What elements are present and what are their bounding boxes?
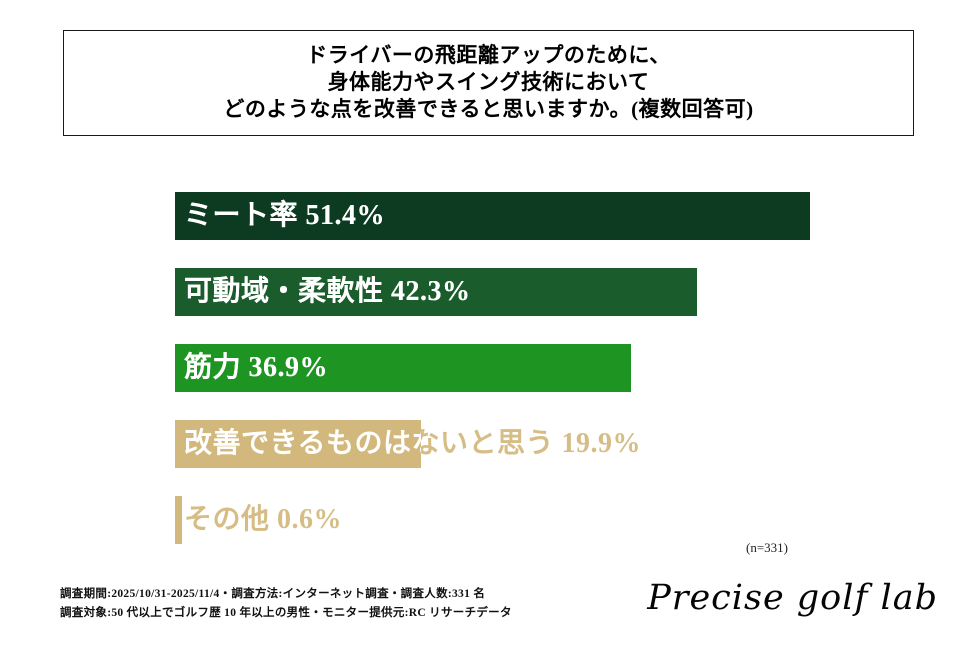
bar-label-flexibility: 可動域・柔軟性 42.3% xyxy=(184,276,471,307)
survey-question-box: ドライバーの飛距離アップのために、 身体能力やスイング技術において どのような点… xyxy=(63,30,914,136)
bar-label-meet-rate-over: ミート率 51.4% xyxy=(184,200,386,231)
bar-nothing-to-improve xyxy=(175,420,421,468)
bar-label-muscle-strength-over: 筋力 36.9% xyxy=(184,352,329,383)
bar-label-clip: 筋力 36.9% xyxy=(175,344,631,392)
bar-row-other: その他 0.6% その他 0.6% xyxy=(175,496,955,544)
bar-meet-rate xyxy=(175,192,810,240)
bar-row-nothing-to-improve: 改善できるものはないと思う 19.9% 改善できるものはないと思う 19.9% xyxy=(175,420,955,468)
bar-label-other: その他 0.6% xyxy=(184,504,343,535)
title-line-3: どのような点を改善できると思いますか。(複数回答可) xyxy=(223,97,754,121)
bar-label-flexibility-over: 可動域・柔軟性 42.3% xyxy=(184,276,471,307)
bar-label-clip: ミート率 51.4% xyxy=(175,192,810,240)
bar-row-flexibility: 可動域・柔軟性 42.3% 可動域・柔軟性 42.3% xyxy=(175,268,955,316)
bar-muscle-strength xyxy=(175,344,631,392)
bar-label-nothing-to-improve-over: 改善できるものはないと思う 19.9% xyxy=(184,428,421,459)
bar-label-nothing-to-improve: 改善できるものはないと思う 19.9% xyxy=(184,428,641,459)
bar-label-clip: その他 0.6% xyxy=(175,496,182,544)
bar-other xyxy=(175,496,182,544)
title-line-2: 身体能力やスイング技術において xyxy=(327,70,650,94)
survey-target-line: 調査対象:50 代以上でゴルフ歴 10 年以上の男性・モニター提供元:RC リサ… xyxy=(60,607,512,619)
title-line-1: ドライバーの飛距離アップのために、 xyxy=(306,43,671,67)
bar-label-clip: 可動域・柔軟性 42.3% xyxy=(175,268,697,316)
bar-label-muscle-strength: 筋力 36.9% xyxy=(184,352,329,383)
bar-row-muscle-strength: 筋力 36.9% 筋力 36.9% xyxy=(175,344,955,392)
bar-label-meet-rate: ミート率 51.4% xyxy=(184,200,386,231)
bar-row-meet-rate: ミート率 51.4% ミート率 51.4% xyxy=(175,192,955,240)
bar-label-clip: 改善できるものはないと思う 19.9% xyxy=(175,420,421,468)
survey-period-line: 調査期間:2025/10/31-2025/11/4・調査方法:インターネット調査… xyxy=(60,588,486,600)
sample-size-note: (n=331) xyxy=(746,540,788,555)
bar-flexibility xyxy=(175,268,697,316)
survey-methodology: 調査期間:2025/10/31-2025/11/4・調査方法:インターネット調査… xyxy=(60,585,512,623)
horizontal-bar-chart: ミート率 51.4% ミート率 51.4% 可動域・柔軟性 42.3% 可動域・… xyxy=(175,192,955,572)
brand-logo: Precise golf lab xyxy=(647,578,938,618)
bar-label-other-over: その他 0.6% xyxy=(175,496,182,544)
